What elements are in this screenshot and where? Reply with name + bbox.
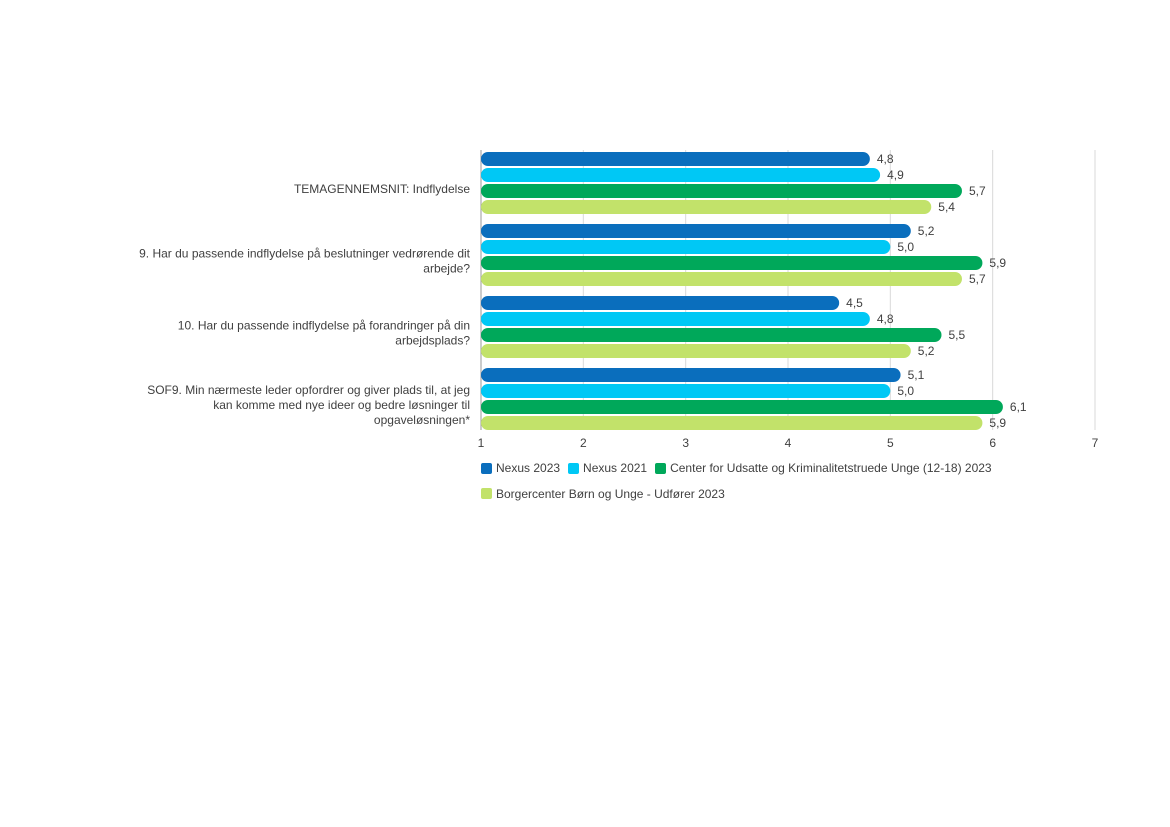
- bar: [481, 384, 891, 398]
- x-tick-label: 6: [989, 436, 996, 450]
- bar: [481, 200, 932, 214]
- legend-swatch: [481, 462, 492, 474]
- data-label: 4,5: [846, 296, 863, 310]
- x-tick-label: 3: [682, 436, 689, 450]
- labels: 1 2 3 4 5 6 7 TEMAGENNEMSNIT: Indflydelse 9. Har…: [139, 152, 1099, 450]
- data-label: 5,9: [989, 256, 1006, 270]
- bar: [481, 272, 962, 286]
- legend-item: Borgercenter Børn og Unge - Udfører 2023: [481, 482, 725, 506]
- x-tick-label: 5: [887, 436, 894, 450]
- data-label: 4,8: [877, 152, 894, 166]
- bar: [481, 312, 870, 326]
- bar: [481, 328, 942, 342]
- data-label: 5,4: [938, 200, 955, 214]
- legend-label: Nexus 2021: [583, 461, 648, 475]
- data-label: 5,7: [969, 272, 986, 286]
- legend-swatch: [481, 488, 492, 499]
- category-label: SOF9. Min nærmeste leder opfordrer og gi…: [147, 383, 470, 427]
- x-tick-label: 1: [478, 436, 485, 450]
- category-label: TEMAGENNEMSNIT: Indflydelse: [294, 182, 470, 196]
- bar: [481, 224, 911, 238]
- data-label: 5,2: [918, 344, 935, 358]
- data-label: 5,5: [949, 328, 966, 342]
- bar: [481, 344, 911, 358]
- legend-item: Nexus 2023: [481, 456, 560, 480]
- data-label: 5,2: [918, 224, 935, 238]
- bar: [481, 168, 881, 182]
- x-tick-label: 2: [580, 436, 587, 450]
- x-tick-label: 7: [1092, 436, 1099, 450]
- bar: [481, 416, 983, 430]
- data-label: 5,0: [897, 384, 914, 398]
- data-label: 5,1: [908, 368, 925, 382]
- bars: [481, 152, 1003, 430]
- bar: [481, 368, 901, 382]
- legend-label: Center for Udsatte og Kriminalitetstrued…: [670, 461, 992, 475]
- legend-label: Nexus 2023: [496, 461, 561, 475]
- legend-item: Center for Udsatte og Kriminalitetstrued…: [655, 456, 992, 480]
- data-label: 5,0: [897, 240, 914, 254]
- bar: [481, 296, 840, 310]
- category-label: 9. Har du passende indflydelse på beslut…: [139, 247, 471, 276]
- data-label: 5,7: [969, 184, 986, 198]
- data-label: 6,1: [1010, 400, 1027, 414]
- category-label: 10. Har du passende indflydelse på foran…: [178, 319, 471, 348]
- bar: [481, 256, 983, 270]
- legend-swatch: [568, 462, 580, 474]
- bar: [481, 184, 962, 198]
- data-label: 5,9: [989, 416, 1006, 430]
- legend-label: Borgercenter Børn og Unge - Udfører 2023: [496, 486, 725, 501]
- data-label: 4,8: [877, 312, 894, 326]
- bar: [481, 240, 891, 254]
- legend-swatch: [655, 462, 667, 474]
- bar: [481, 400, 1003, 414]
- legend-item: Nexus 2021: [568, 456, 647, 480]
- bar: [481, 152, 870, 166]
- legend: Nexus 2023 Nexus 2021 Center for Udsatte o…: [481, 456, 1101, 507]
- data-label: 4,9: [887, 168, 904, 182]
- x-tick-label: 4: [785, 436, 792, 450]
